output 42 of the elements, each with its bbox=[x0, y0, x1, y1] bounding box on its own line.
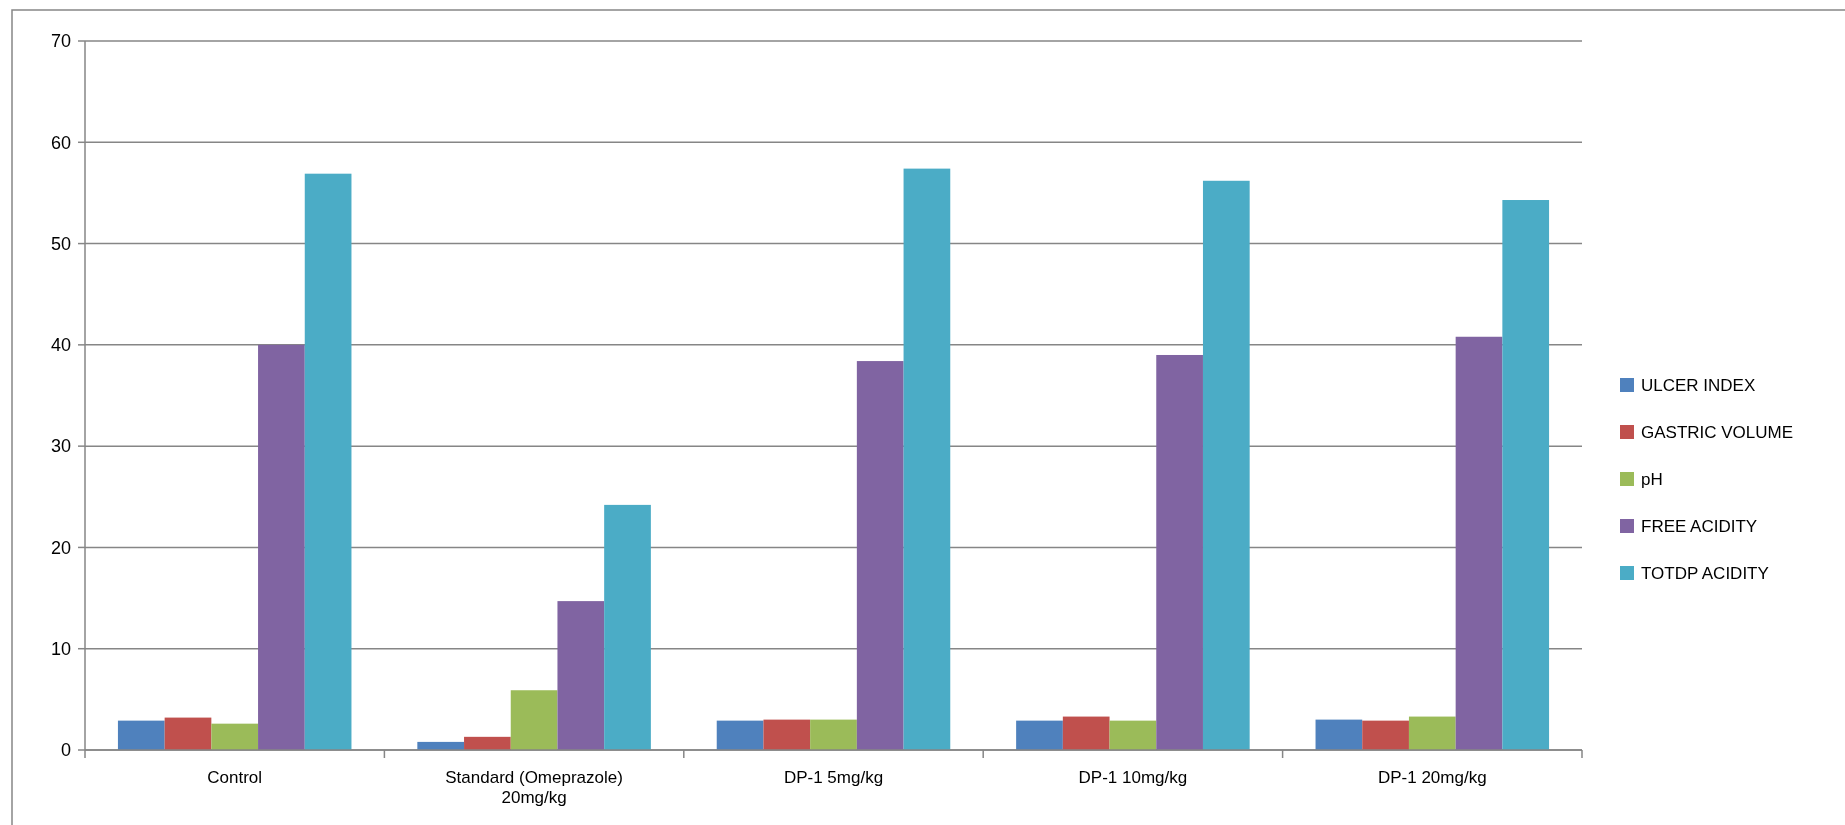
bar bbox=[464, 736, 511, 750]
bar bbox=[903, 168, 951, 750]
legend-label: FREE ACIDITY bbox=[1641, 516, 1758, 536]
y-tick-label: 50 bbox=[50, 233, 71, 254]
bar bbox=[763, 719, 811, 750]
bar bbox=[1315, 719, 1363, 750]
bar bbox=[1362, 720, 1409, 750]
bar bbox=[716, 720, 764, 750]
x-tick-label: Standard (Omeprazole) 20mg/kg bbox=[445, 768, 623, 808]
bar bbox=[810, 719, 857, 750]
legend-label: GASTRIC VOLUME bbox=[1641, 422, 1794, 442]
y-tick-label: 10 bbox=[50, 639, 71, 660]
bar bbox=[117, 720, 165, 750]
bar bbox=[1156, 354, 1203, 750]
bar bbox=[258, 344, 305, 750]
y-tick-label: 60 bbox=[50, 132, 71, 153]
y-tick-label: 70 bbox=[50, 31, 71, 52]
bar bbox=[604, 504, 651, 750]
legend-label: ULCER INDEX bbox=[1641, 375, 1756, 395]
legend-label: TOTDP ACIDITY bbox=[1641, 563, 1769, 583]
bar bbox=[211, 723, 259, 750]
bar bbox=[1455, 336, 1503, 750]
bar bbox=[856, 361, 904, 750]
bar bbox=[1202, 180, 1250, 750]
y-tick-label: 0 bbox=[60, 740, 71, 761]
bar bbox=[304, 173, 352, 750]
x-tick-label: DP-1 10mg/kg bbox=[1078, 768, 1188, 787]
bar bbox=[557, 601, 605, 750]
y-tick-label: 30 bbox=[50, 436, 71, 457]
bar bbox=[1502, 200, 1550, 750]
legend-label: pH bbox=[1641, 469, 1663, 489]
bar bbox=[1062, 716, 1110, 750]
bar bbox=[1109, 720, 1157, 750]
x-tick-label: DP-1 5mg/kg bbox=[783, 768, 884, 787]
y-tick-label: 20 bbox=[50, 537, 71, 558]
bar bbox=[1408, 716, 1456, 750]
x-tick-label: Control bbox=[207, 768, 263, 787]
y-tick-label: 40 bbox=[50, 335, 71, 356]
bar bbox=[510, 690, 558, 750]
x-tick-label: DP-1 20mg/kg bbox=[1377, 768, 1487, 787]
bar bbox=[164, 717, 212, 750]
bar bbox=[1016, 720, 1063, 750]
